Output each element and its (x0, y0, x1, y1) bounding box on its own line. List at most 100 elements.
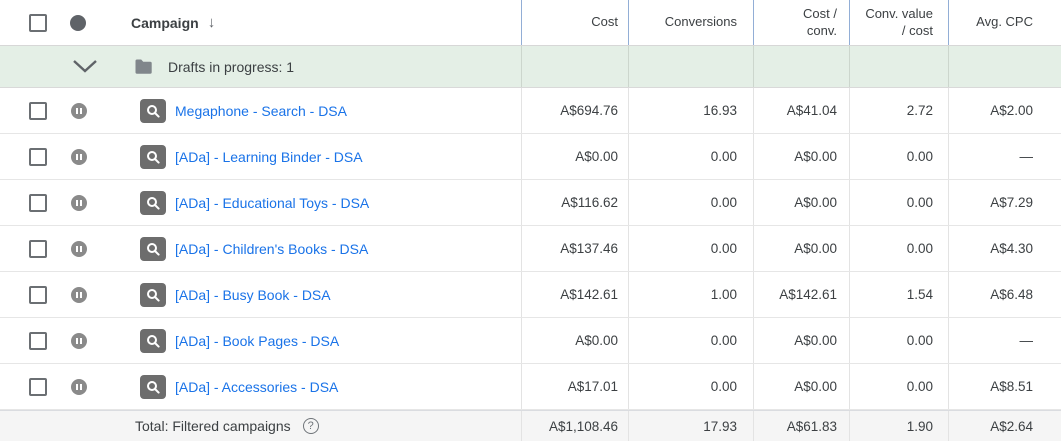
paused-status-icon[interactable] (71, 194, 87, 211)
campaign-link[interactable]: [ADa] - Book Pages - DSA (175, 332, 340, 349)
drafts-row-label-cell: Drafts in progress: 1 (0, 46, 521, 87)
campaign-link[interactable]: [ADa] - Children's Books - DSA (175, 240, 369, 257)
row-checkbox[interactable] (29, 101, 47, 120)
conv-value-per-cost-cell: 0.00 (849, 318, 948, 363)
sort-descending-icon[interactable]: ↓ (207, 14, 216, 31)
paused-status-icon[interactable] (71, 148, 87, 165)
table-row: Megaphone - Search - DSA A$694.76 16.93 … (0, 88, 1061, 134)
cost-per-conv-cell: A$0.00 (753, 226, 849, 271)
cost-per-conv-cell: A$0.00 (753, 318, 849, 363)
avg-cpc-column-header[interactable]: Avg. CPC (948, 0, 1061, 45)
conv-value-per-cost-cell: 1.54 (849, 272, 948, 317)
table-row: [ADa] - Book Pages - DSA A$0.00 0.00 A$0… (0, 318, 1061, 364)
total-avg-cpc-cell: A$2.64 (948, 411, 1061, 441)
search-campaign-icon (140, 374, 166, 399)
campaign-link[interactable]: [ADa] - Busy Book - DSA (175, 286, 331, 303)
cost-cell: A$142.61 (521, 272, 628, 317)
cost-cell: A$17.01 (521, 364, 628, 409)
conversions-cell: 16.93 (628, 88, 753, 133)
cost-cell: A$0.00 (521, 134, 628, 179)
chevron-down-icon[interactable] (72, 59, 98, 74)
campaign-cell: [ADa] - Educational Toys - DSA (0, 180, 521, 225)
table-row: [ADa] - Educational Toys - DSA A$116.62 … (0, 180, 1061, 226)
conv-value-per-cost-cell: 0.00 (849, 180, 948, 225)
campaign-cell: [ADa] - Accessories - DSA (0, 364, 521, 409)
search-campaign-icon (140, 144, 166, 169)
search-campaign-icon (140, 236, 166, 261)
campaign-cell: [ADa] - Busy Book - DSA (0, 272, 521, 317)
cost-per-conv-cell: A$142.61 (753, 272, 849, 317)
drafts-in-progress-row[interactable]: Drafts in progress: 1 (0, 46, 1061, 88)
conv-value-per-cost-cell: 0.00 (849, 226, 948, 271)
conversions-cell: 0.00 (628, 180, 753, 225)
row-checkbox[interactable] (29, 285, 47, 304)
total-row: Total: Filtered campaigns ? A$1,108.46 1… (0, 410, 1061, 441)
row-checkbox[interactable] (29, 147, 47, 166)
table-row: [ADa] - Children's Books - DSA A$137.46 … (0, 226, 1061, 272)
row-checkbox[interactable] (29, 239, 47, 258)
avg-cpc-cell: A$4.30 (948, 226, 1061, 271)
campaign-link[interactable]: [ADa] - Educational Toys - DSA (175, 194, 370, 211)
drafts-empty-cell (849, 46, 948, 87)
conv-value-per-cost-cell: 2.72 (849, 88, 948, 133)
paused-status-icon[interactable] (71, 332, 87, 349)
row-checkbox[interactable] (29, 193, 47, 212)
total-label: Total: Filtered campaigns (135, 418, 291, 434)
campaign-cell: Megaphone - Search - DSA (0, 88, 521, 133)
campaign-link[interactable]: [ADa] - Learning Binder - DSA (175, 148, 363, 165)
table-header-row: Campaign ↓ Cost Conversions Cost / conv.… (0, 0, 1061, 46)
paused-status-icon[interactable] (71, 286, 87, 303)
search-campaign-icon (140, 282, 166, 307)
cost-cell: A$137.46 (521, 226, 628, 271)
drafts-empty-cell (628, 46, 753, 87)
conversions-cell: 0.00 (628, 134, 753, 179)
table-row: [ADa] - Busy Book - DSA A$142.61 1.00 A$… (0, 272, 1061, 318)
avg-cpc-cell: A$8.51 (948, 364, 1061, 409)
select-all-checkbox[interactable] (29, 13, 47, 32)
avg-cpc-cell: — (948, 318, 1061, 363)
folder-icon (134, 59, 153, 74)
cost-per-conv-cell: A$0.00 (753, 180, 849, 225)
total-conversions-cell: 17.93 (628, 411, 753, 441)
campaign-cell: [ADa] - Learning Binder - DSA (0, 134, 521, 179)
row-checkbox[interactable] (29, 377, 47, 396)
cost-cell: A$0.00 (521, 318, 628, 363)
drafts-empty-cell (521, 46, 628, 87)
cost-per-conv-column-header[interactable]: Cost / conv. (753, 0, 849, 45)
avg-cpc-cell: A$2.00 (948, 88, 1061, 133)
cost-column-header[interactable]: Cost (521, 0, 628, 45)
total-cost-per-conv-cell: A$61.83 (753, 411, 849, 441)
total-conv-value-per-cost-cell: 1.90 (849, 411, 948, 441)
status-circle-icon[interactable] (70, 14, 86, 31)
conversions-cell: 1.00 (628, 272, 753, 317)
paused-status-icon[interactable] (71, 102, 87, 119)
conv-value-per-cost-cell: 0.00 (849, 134, 948, 179)
conversions-cell: 0.00 (628, 226, 753, 271)
avg-cpc-cell: — (948, 134, 1061, 179)
drafts-row-label: Drafts in progress: 1 (168, 58, 295, 75)
campaign-cell: [ADa] - Book Pages - DSA (0, 318, 521, 363)
conv-value-per-cost-column-header[interactable]: Conv. value / cost (849, 0, 948, 45)
paused-status-icon[interactable] (71, 378, 87, 395)
avg-cpc-cell: A$6.48 (948, 272, 1061, 317)
cost-cell: A$694.76 (521, 88, 628, 133)
row-checkbox[interactable] (29, 331, 47, 350)
campaign-column-header[interactable]: Campaign (131, 14, 199, 31)
campaign-link[interactable]: Megaphone - Search - DSA (175, 102, 347, 119)
cost-per-conv-cell: A$41.04 (753, 88, 849, 133)
cost-per-conv-cell: A$0.00 (753, 364, 849, 409)
table-row: [ADa] - Learning Binder - DSA A$0.00 0.0… (0, 134, 1061, 180)
table-row: [ADa] - Accessories - DSA A$17.01 0.00 A… (0, 364, 1061, 410)
total-label-cell: Total: Filtered campaigns ? (0, 411, 521, 441)
conversions-column-header[interactable]: Conversions (628, 0, 753, 45)
search-campaign-icon (140, 328, 166, 353)
avg-cpc-cell: A$7.29 (948, 180, 1061, 225)
campaign-header-cell: Campaign ↓ (0, 0, 521, 45)
cost-cell: A$116.62 (521, 180, 628, 225)
drafts-empty-cell (948, 46, 1061, 87)
paused-status-icon[interactable] (71, 240, 87, 257)
campaign-link[interactable]: [ADa] - Accessories - DSA (175, 378, 339, 395)
search-campaign-icon (140, 98, 166, 123)
help-icon[interactable]: ? (302, 418, 319, 434)
